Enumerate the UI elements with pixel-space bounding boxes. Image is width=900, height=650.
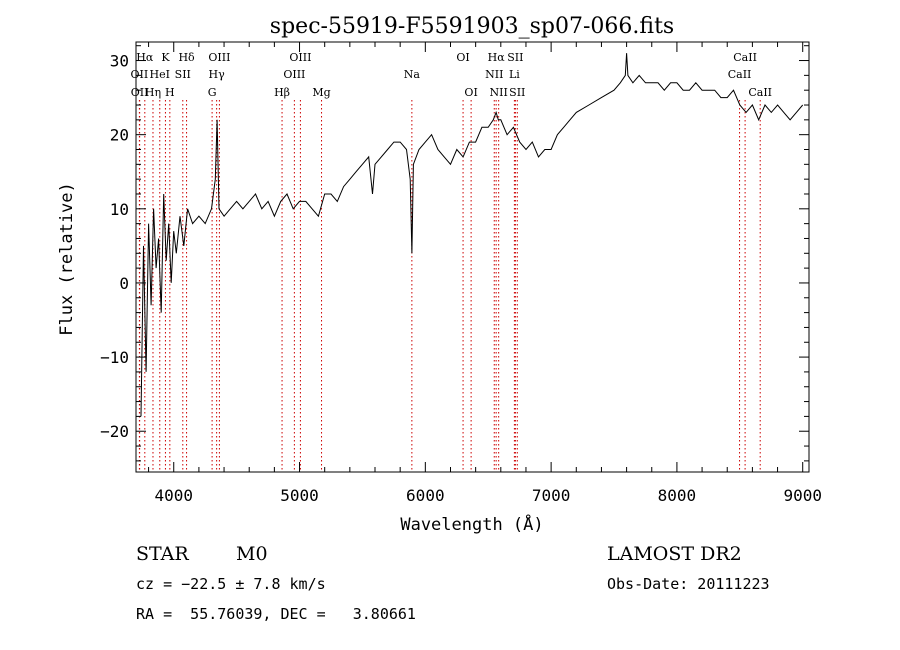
x-tick-label: 7000 (532, 486, 571, 505)
line-marker-label: Hη (145, 86, 161, 99)
x-tick-label: 9000 (783, 486, 822, 505)
line-marker-label: Na (404, 68, 421, 81)
line-marker-label: Mg (312, 86, 330, 99)
plot-frame (135, 41, 810, 473)
line-marker-label: HeI (150, 68, 170, 81)
line-marker-label: OI (464, 86, 477, 99)
line-marker-label: Hα (488, 51, 506, 64)
y-tick-label: −10 (100, 348, 129, 367)
line-marker-label: Li (509, 68, 520, 81)
redshift-readout: cz = −22.5 ± 7.8 km/s (136, 575, 326, 593)
survey-name: LAMOST DR2 (607, 543, 742, 565)
line-marker-label: Hβ (274, 86, 290, 99)
line-marker-label: NII (490, 86, 508, 99)
chart-title: spec-55919-F5591903_sp07-066.fits (270, 14, 674, 39)
line-marker-label: OII (131, 86, 149, 99)
line-marker-label: NII (485, 68, 503, 81)
line-marker-label: OIII (283, 68, 305, 81)
line-marker-label: K (161, 51, 170, 64)
object-subclass: M0 (236, 543, 268, 565)
axis-ticks: 4000 5000 6000 7000 8000 9000 −20 −10 0 10 20 30 (100, 42, 822, 505)
x-tick-label: 5000 (280, 486, 319, 505)
line-marker-label: SII (175, 68, 191, 81)
y-tick-label: 0 (119, 274, 129, 293)
line-marker-label: OIII (208, 51, 230, 64)
x-tick-label: 8000 (658, 486, 697, 505)
line-marker-label: SII (509, 86, 525, 99)
line-marker-label: CaII (748, 86, 772, 99)
y-axis-label: Flux (relative) (57, 182, 77, 336)
x-tick-label: 4000 (154, 486, 193, 505)
x-axis-label: Wavelength (Å) (400, 513, 543, 535)
line-marker-label: SII (507, 51, 523, 64)
y-tick-label: −20 (100, 422, 129, 441)
line-marker-label: Hδ (178, 51, 195, 64)
y-tick-label: 10 (110, 200, 129, 219)
coordinates-readout: RA = 55.76039, DEC = 3.80661 (136, 605, 416, 623)
line-marker-label: OII (131, 68, 149, 81)
y-tick-label: 30 (110, 52, 129, 71)
line-marker-label: Hα (136, 51, 154, 64)
line-marker-label: CaII (733, 51, 757, 64)
y-tick-label: 20 (110, 126, 129, 145)
x-tick-label: 6000 (406, 486, 445, 505)
line-marker-label: G (208, 86, 217, 99)
line-marker-label: Hγ (209, 68, 226, 81)
line-marker-label: H (165, 86, 175, 99)
object-class: STAR (136, 543, 189, 565)
flux-series-line (140, 53, 804, 417)
line-marker-label: OI (456, 51, 469, 64)
line-marker-label: CaII (728, 68, 752, 81)
observation-date: Obs-Date: 20111223 (607, 575, 770, 593)
line-marker-label: OIII (289, 51, 311, 64)
